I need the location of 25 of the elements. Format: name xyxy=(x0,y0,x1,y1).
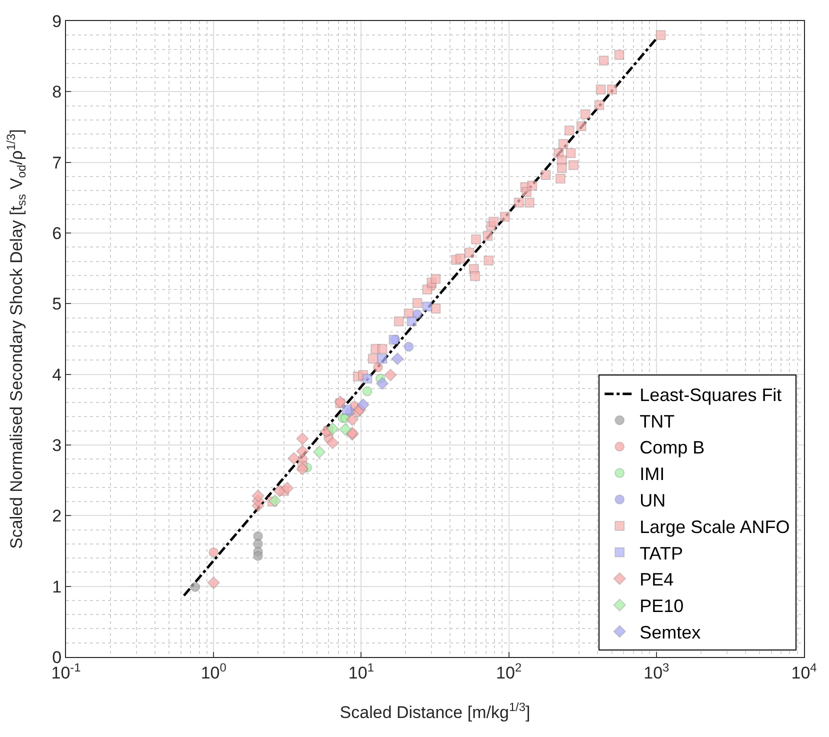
legend-label: Large Scale ANFO xyxy=(640,516,790,537)
y-tick-label: 2 xyxy=(52,506,62,526)
x-tick-label: 10$^{4}$ xyxy=(791,660,818,682)
x-axis-title: Scaled Distance [m/kg$^{1/3}$] xyxy=(340,700,530,722)
legend-label: Least-Squares Fit xyxy=(640,384,782,405)
legend-label: IMI xyxy=(640,464,665,484)
x-tick-label: 10$^{1}$ xyxy=(348,660,374,682)
legend-label: PE10 xyxy=(640,596,684,616)
y-tick-label: 4 xyxy=(52,365,62,384)
legend-label: Comp B xyxy=(640,438,705,458)
y-tick-label: 1 xyxy=(52,577,62,596)
legend-label: TATP xyxy=(640,543,683,564)
legend-label: UN xyxy=(640,490,666,510)
legend-label: TNT xyxy=(640,411,675,432)
y-tick-label: 8 xyxy=(52,82,62,102)
y-tick-label: 6 xyxy=(52,224,62,243)
x-tick-label: 10$^{3}$ xyxy=(644,660,670,682)
y-tick-label: 9 xyxy=(52,12,62,31)
legend-label: PE4 xyxy=(640,570,674,590)
legend-label: Semtex xyxy=(640,622,701,642)
y-tick-label: 7 xyxy=(52,153,62,172)
y-tick-label: 3 xyxy=(52,436,62,455)
x-tick-label: 10$^{0}$ xyxy=(200,660,227,682)
x-tick-label: 10$^{2}$ xyxy=(496,660,522,682)
y-tick-label: 5 xyxy=(52,294,62,314)
